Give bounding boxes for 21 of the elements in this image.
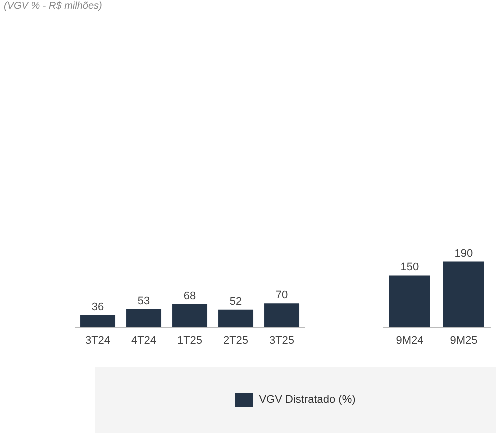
bar <box>172 304 208 328</box>
data-label: 190 <box>454 248 474 260</box>
data-label: 150 <box>400 262 420 274</box>
data-label: 70 <box>276 290 288 302</box>
data-label: 53 <box>138 296 150 308</box>
bar <box>80 315 116 328</box>
x-tick-label: 2T25 <box>223 334 249 347</box>
x-tick-label: 1T25 <box>177 334 203 347</box>
chart-subtitle: (VGV % - R$ milhões) <box>4 1 102 12</box>
bar <box>126 310 162 328</box>
x-tick-label: 3T24 <box>85 334 111 347</box>
x-tick-label: 4T24 <box>131 334 157 347</box>
bar <box>218 310 254 328</box>
data-label: 52 <box>230 296 242 308</box>
data-label: 36 <box>92 301 104 314</box>
x-tick-label: 3T25 <box>269 334 295 347</box>
x-tick-label: 9M25 <box>450 334 478 347</box>
legend-label: VGV Distratado (%) <box>259 394 356 406</box>
data-label: 68 <box>184 290 196 302</box>
x-tick-label: 9M24 <box>396 334 424 347</box>
bar <box>264 304 300 328</box>
